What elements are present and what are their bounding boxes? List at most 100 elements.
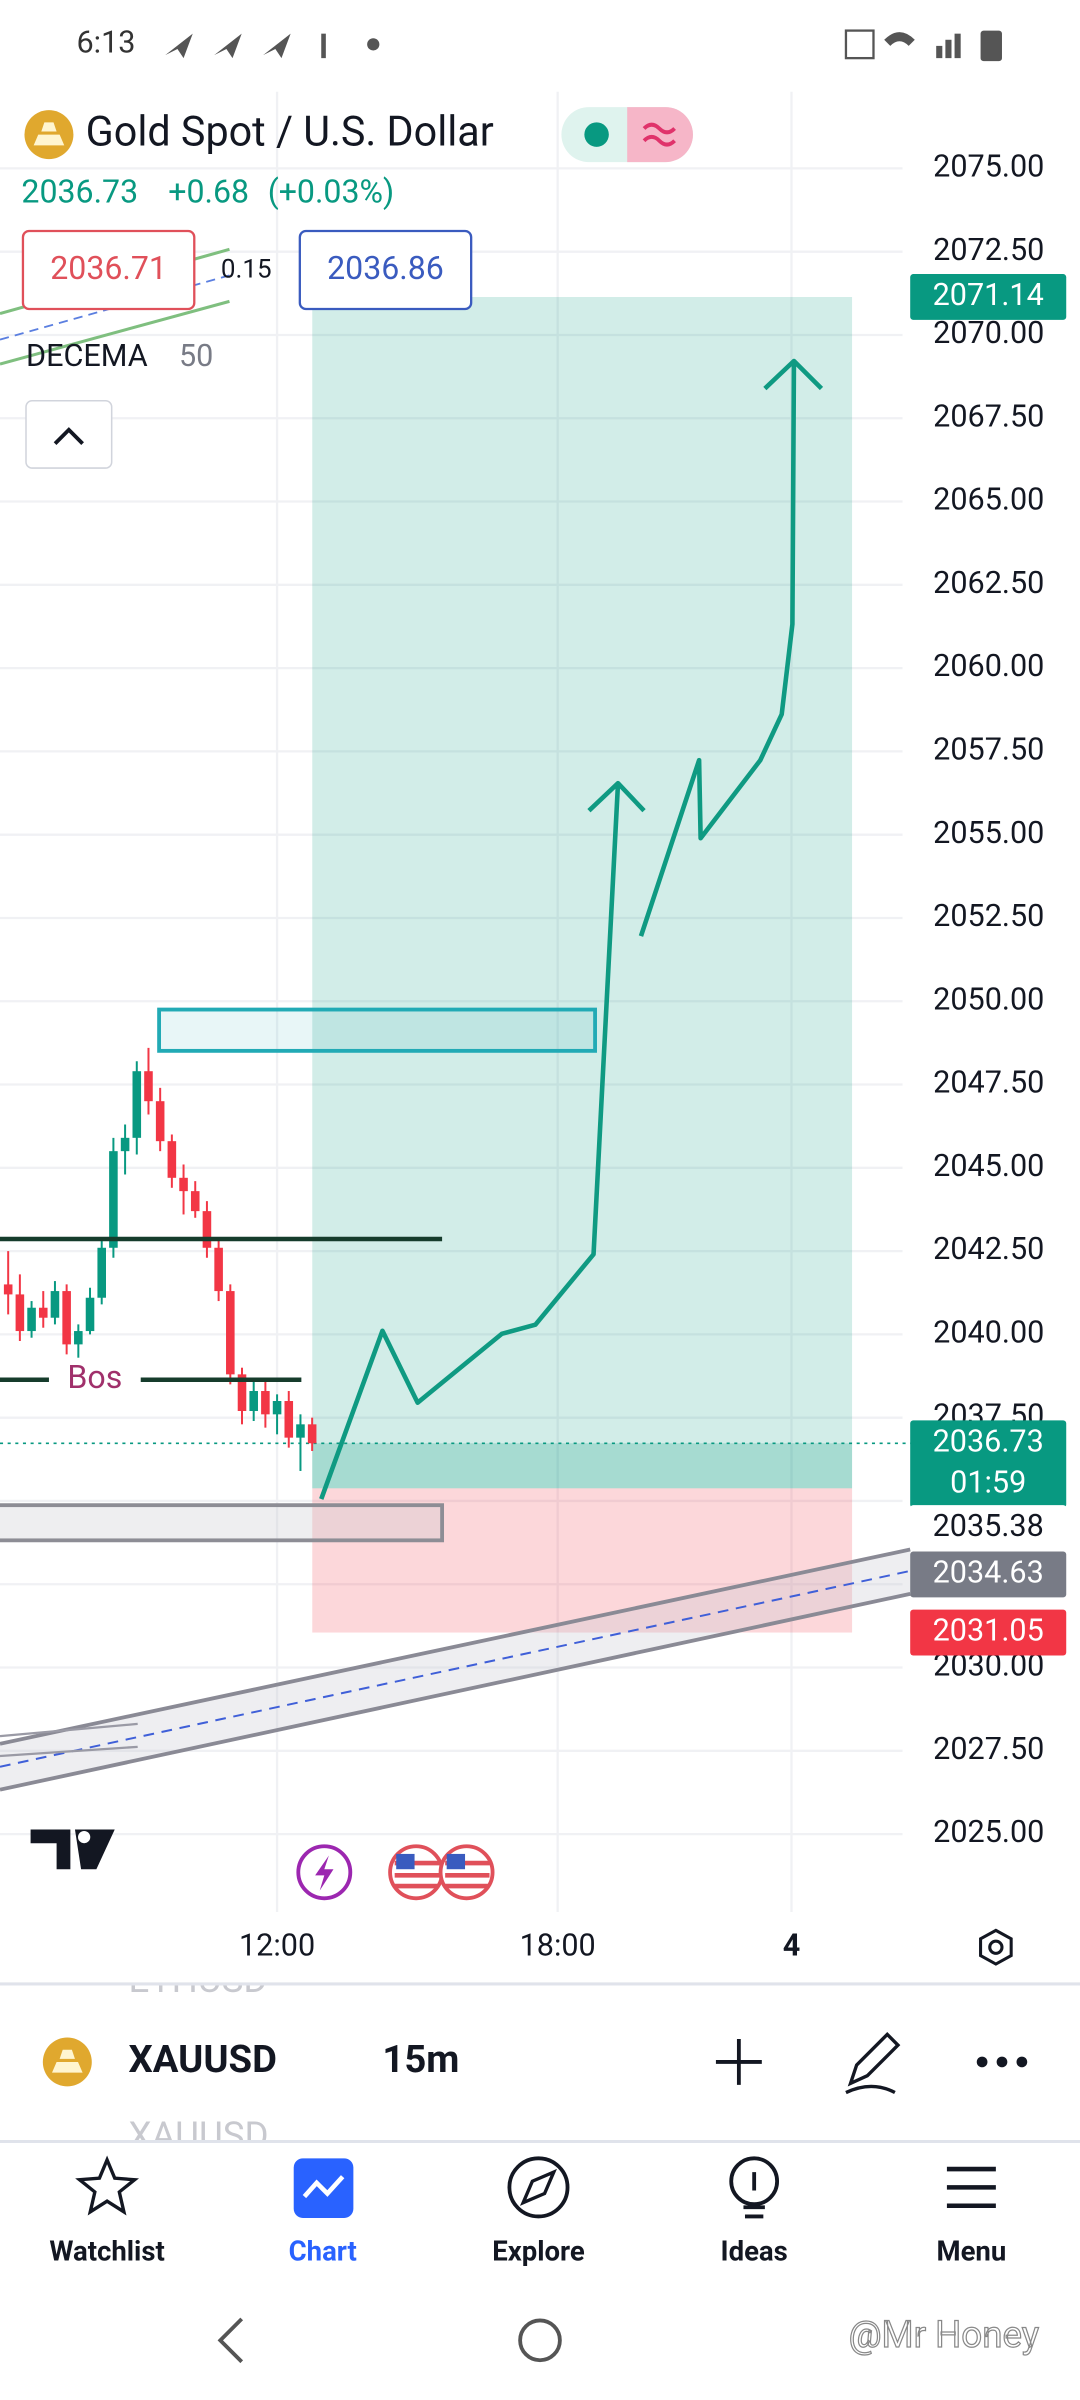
y-tick-label: 2045.00	[933, 1149, 1044, 1184]
candle-body	[74, 1331, 83, 1345]
tv-logo-dot	[78, 1830, 91, 1844]
price-tag	[910, 1609, 1067, 1656]
last-price: 2036.73	[21, 173, 138, 211]
nav-label[interactable]: Ideas	[721, 2234, 788, 2267]
next-symbol: XAUUSD	[128, 2114, 268, 2157]
settings-icon[interactable]	[979, 1928, 1013, 1966]
watermark: @Mr Honey	[849, 2313, 1040, 2356]
candle-body	[214, 1247, 223, 1292]
y-tick-label: 2065.00	[933, 483, 1044, 518]
candle-body	[296, 1424, 305, 1438]
draw-button[interactable]	[845, 2032, 901, 2095]
y-tick-label: 2057.50	[933, 732, 1044, 767]
bottom-nav: Watchlist Chart Explore Ideas Menu	[49, 2234, 1006, 2267]
toggle-right	[627, 107, 693, 163]
back-button[interactable]	[217, 2317, 244, 2364]
price-change-percent: (+0.03%)	[268, 173, 395, 211]
channel-line	[0, 1547, 911, 1792]
projection-arrow	[319, 780, 646, 1500]
candle-body	[27, 1307, 36, 1332]
drawings	[0, 247, 911, 1792]
symbol[interactable]: XAUUSD	[128, 2038, 276, 2082]
price-tag-label: 2031.05	[933, 1614, 1044, 1649]
watchlist-icon[interactable]	[75, 2155, 139, 2216]
y-tick-label: 2050.00	[933, 982, 1044, 1017]
candle-body	[307, 1424, 317, 1444]
bolt	[315, 1855, 334, 1891]
chevron-up	[53, 427, 84, 445]
candle-body	[3, 1284, 13, 1295]
channel-mid	[0, 1569, 911, 1768]
y-tick-label: 2047.50	[933, 1066, 1044, 1101]
candle-body	[284, 1401, 294, 1438]
candle-body	[15, 1294, 25, 1332]
candle-body	[120, 1137, 130, 1152]
compass-needle	[519, 2168, 557, 2206]
channel-line	[0, 1722, 138, 1758]
supply-zone	[157, 1007, 597, 1053]
x-tick-label: 4	[783, 1928, 801, 1963]
candle-body	[179, 1177, 188, 1192]
y-tick-label: 2072.50	[933, 233, 1044, 268]
candle-body	[144, 1071, 153, 1102]
x-tick-label: 18:00	[520, 1928, 596, 1963]
buy-button[interactable]	[298, 229, 473, 311]
loss-zone	[312, 1488, 853, 1633]
y-tick-label: 2055.00	[933, 816, 1044, 851]
add-button[interactable]	[715, 2039, 762, 2085]
candle-body	[190, 1191, 200, 1212]
price-change: +0.68	[168, 173, 249, 211]
flag-stripes	[394, 1860, 490, 1889]
indicator-name: DECEMA	[26, 339, 148, 374]
nav-label[interactable]: Chart	[289, 2234, 357, 2267]
indicator-length: 50	[179, 339, 213, 374]
y-tick-label: 2060.00	[933, 649, 1044, 684]
candle-body	[85, 1297, 95, 1332]
toggle-dot	[584, 122, 609, 147]
menu-icon[interactable]	[946, 2166, 996, 2209]
price-tag	[910, 274, 1067, 320]
tv-logo	[30, 1829, 115, 1870]
symbol-icon-bars	[52, 2049, 83, 2073]
candle-body	[202, 1211, 212, 1248]
y-tick-label: 2040.00	[933, 1315, 1044, 1350]
price-tag-label: 2034.63	[933, 1556, 1044, 1591]
candle-body	[237, 1374, 247, 1412]
ask-price: 2036.86	[327, 249, 444, 287]
channel-mid	[0, 274, 230, 341]
y-tick-label: 2052.50	[933, 899, 1044, 934]
settings-icon-center	[988, 1939, 1004, 1955]
sell-button[interactable]	[21, 229, 196, 311]
symbol-title: Gold Spot / U.S. Dollar	[86, 109, 494, 157]
ideas-icon[interactable]	[729, 2156, 780, 2207]
home-button[interactable]	[518, 2318, 562, 2363]
candle-body	[38, 1307, 48, 1318]
y-tick-label: 2075.00	[933, 149, 1044, 184]
flag-canton	[446, 1853, 466, 1870]
candle-body	[167, 1141, 177, 1178]
profit-zone	[312, 296, 853, 1489]
candle-body	[261, 1391, 270, 1415]
more-button[interactable]	[976, 2056, 1028, 2068]
candle-body	[132, 1071, 142, 1138]
collapse-button[interactable]	[25, 400, 113, 469]
symbol-icon-bars	[33, 122, 65, 146]
nav-label[interactable]: Explore	[492, 2234, 585, 2267]
price-tag	[910, 1505, 1067, 1552]
y-tick-label: 2062.50	[933, 566, 1044, 601]
nav-label[interactable]: Menu	[936, 2234, 1006, 2267]
nav-label[interactable]: Watchlist	[49, 2234, 164, 2267]
prev-symbol: ETHUSD	[128, 1958, 267, 2001]
interval[interactable]: 15m	[382, 2038, 459, 2082]
explore-icon[interactable]	[507, 2156, 570, 2219]
y-tick-label: 2070.00	[933, 316, 1044, 351]
price-tag-label: 2071.14	[933, 278, 1044, 313]
candle-body	[109, 1151, 118, 1248]
demand-zone	[0, 1503, 445, 1543]
candle-body	[97, 1247, 106, 1298]
spread: 0.15	[221, 255, 272, 285]
chart-icon-line	[302, 2175, 345, 2199]
